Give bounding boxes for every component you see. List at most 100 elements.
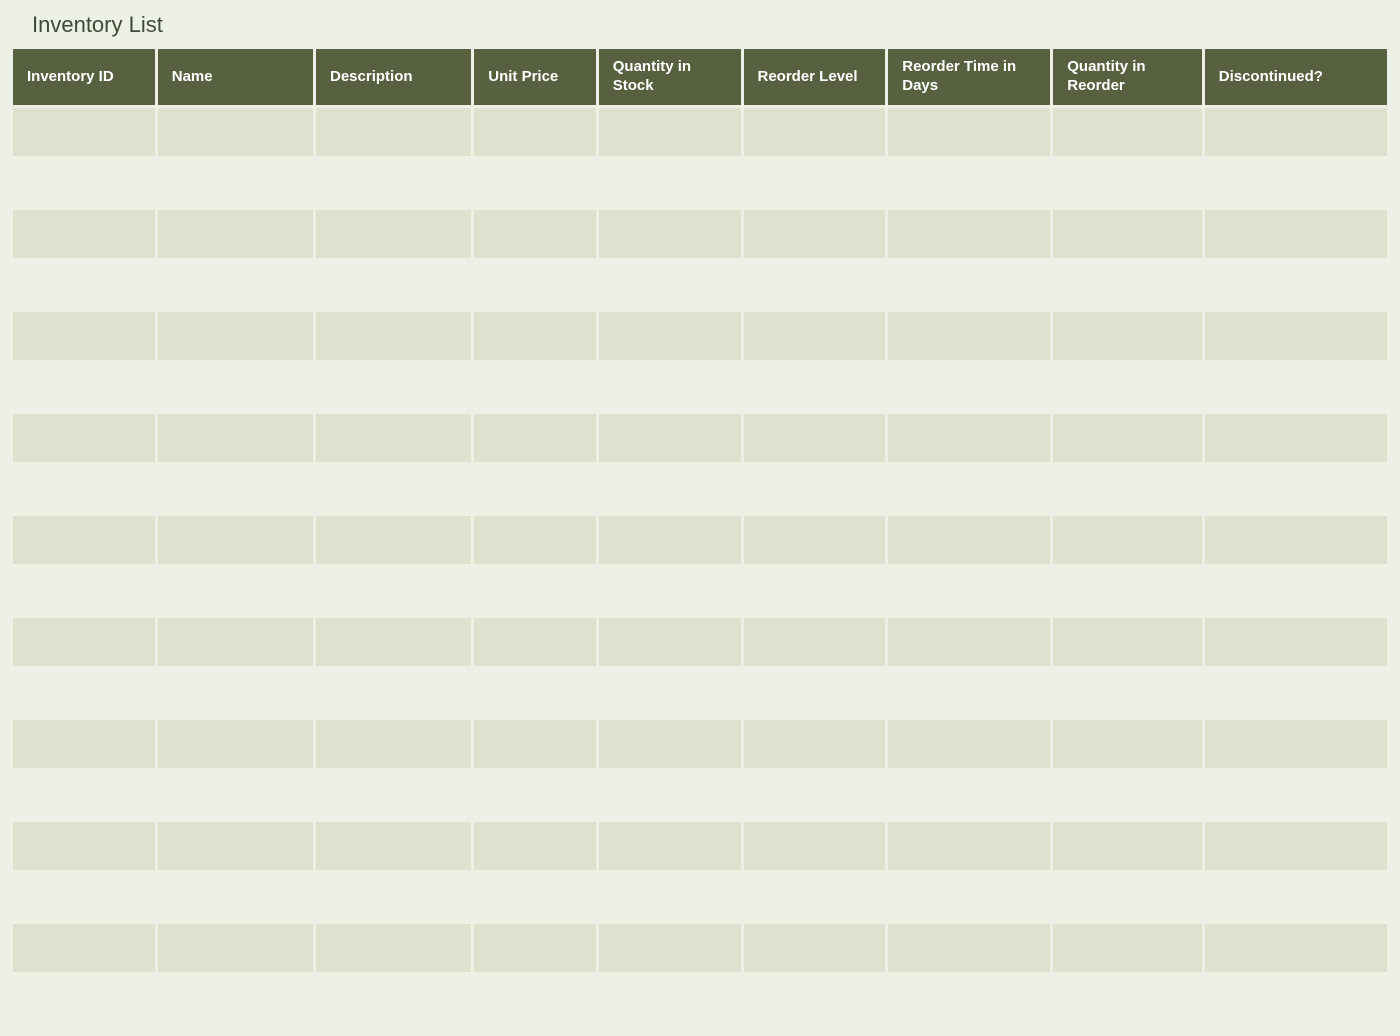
cell-reorder-level[interactable] [744,108,886,156]
cell-description[interactable] [316,210,471,258]
cell-unit-price[interactable] [474,771,596,819]
cell-reorder-time-days[interactable] [888,771,1050,819]
cell-description[interactable] [316,312,471,360]
cell-name[interactable] [158,669,313,717]
cell-quantity-in-reorder[interactable] [1053,720,1202,768]
cell-reorder-time-days[interactable] [888,975,1050,1023]
cell-inventory-id[interactable] [13,465,155,513]
cell-discontinued[interactable] [1205,975,1387,1023]
cell-name[interactable] [158,108,313,156]
cell-discontinued[interactable] [1205,210,1387,258]
col-header-name[interactable]: Name [158,49,313,105]
col-header-quantity-in-stock[interactable]: Quantity in Stock [599,49,741,105]
cell-reorder-time-days[interactable] [888,822,1050,870]
cell-reorder-time-days[interactable] [888,414,1050,462]
col-header-unit-price[interactable]: Unit Price [474,49,596,105]
cell-quantity-in-reorder[interactable] [1053,669,1202,717]
cell-reorder-level[interactable] [744,873,886,921]
cell-discontinued[interactable] [1205,822,1387,870]
cell-quantity-in-reorder[interactable] [1053,108,1202,156]
cell-inventory-id[interactable] [13,924,155,972]
cell-quantity-in-reorder[interactable] [1053,618,1202,666]
cell-name[interactable] [158,261,313,309]
cell-reorder-time-days[interactable] [888,312,1050,360]
cell-reorder-level[interactable] [744,567,886,615]
cell-quantity-in-stock[interactable] [599,618,741,666]
cell-discontinued[interactable] [1205,261,1387,309]
cell-name[interactable] [158,210,313,258]
cell-quantity-in-reorder[interactable] [1053,414,1202,462]
cell-quantity-in-stock[interactable] [599,873,741,921]
cell-quantity-in-reorder[interactable] [1053,465,1202,513]
cell-name[interactable] [158,363,313,411]
cell-inventory-id[interactable] [13,312,155,360]
cell-unit-price[interactable] [474,516,596,564]
cell-inventory-id[interactable] [13,414,155,462]
cell-discontinued[interactable] [1205,363,1387,411]
cell-reorder-level[interactable] [744,822,886,870]
cell-description[interactable] [316,618,471,666]
cell-description[interactable] [316,720,471,768]
cell-description[interactable] [316,924,471,972]
cell-unit-price[interactable] [474,312,596,360]
cell-inventory-id[interactable] [13,108,155,156]
cell-reorder-level[interactable] [744,669,886,717]
cell-reorder-time-days[interactable] [888,516,1050,564]
cell-inventory-id[interactable] [13,618,155,666]
cell-reorder-time-days[interactable] [888,618,1050,666]
cell-description[interactable] [316,261,471,309]
cell-reorder-time-days[interactable] [888,669,1050,717]
cell-quantity-in-stock[interactable] [599,363,741,411]
cell-discontinued[interactable] [1205,159,1387,207]
cell-name[interactable] [158,414,313,462]
cell-inventory-id[interactable] [13,720,155,768]
cell-discontinued[interactable] [1205,720,1387,768]
cell-reorder-level[interactable] [744,465,886,513]
cell-reorder-time-days[interactable] [888,720,1050,768]
cell-unit-price[interactable] [474,669,596,717]
cell-discontinued[interactable] [1205,312,1387,360]
cell-quantity-in-stock[interactable] [599,159,741,207]
cell-quantity-in-reorder[interactable] [1053,210,1202,258]
cell-unit-price[interactable] [474,720,596,768]
cell-discontinued[interactable] [1205,414,1387,462]
cell-reorder-level[interactable] [744,414,886,462]
cell-description[interactable] [316,414,471,462]
cell-quantity-in-reorder[interactable] [1053,567,1202,615]
cell-description[interactable] [316,567,471,615]
col-header-reorder-level[interactable]: Reorder Level [744,49,886,105]
cell-quantity-in-stock[interactable] [599,312,741,360]
cell-unit-price[interactable] [474,822,596,870]
col-header-discontinued[interactable]: Discontinued? [1205,49,1387,105]
cell-reorder-time-days[interactable] [888,159,1050,207]
col-header-description[interactable]: Description [316,49,471,105]
cell-quantity-in-stock[interactable] [599,771,741,819]
cell-name[interactable] [158,567,313,615]
cell-inventory-id[interactable] [13,975,155,1023]
cell-unit-price[interactable] [474,924,596,972]
cell-discontinued[interactable] [1205,516,1387,564]
cell-quantity-in-reorder[interactable] [1053,261,1202,309]
cell-quantity-in-reorder[interactable] [1053,873,1202,921]
cell-description[interactable] [316,771,471,819]
cell-inventory-id[interactable] [13,516,155,564]
cell-quantity-in-reorder[interactable] [1053,822,1202,870]
cell-description[interactable] [316,669,471,717]
cell-name[interactable] [158,159,313,207]
cell-name[interactable] [158,720,313,768]
cell-description[interactable] [316,465,471,513]
cell-inventory-id[interactable] [13,822,155,870]
cell-quantity-in-stock[interactable] [599,516,741,564]
cell-unit-price[interactable] [474,975,596,1023]
cell-quantity-in-stock[interactable] [599,567,741,615]
cell-inventory-id[interactable] [13,567,155,615]
cell-quantity-in-reorder[interactable] [1053,924,1202,972]
cell-reorder-time-days[interactable] [888,465,1050,513]
cell-description[interactable] [316,516,471,564]
cell-quantity-in-reorder[interactable] [1053,975,1202,1023]
cell-reorder-level[interactable] [744,261,886,309]
cell-reorder-level[interactable] [744,210,886,258]
cell-reorder-time-days[interactable] [888,210,1050,258]
cell-quantity-in-reorder[interactable] [1053,516,1202,564]
cell-name[interactable] [158,312,313,360]
